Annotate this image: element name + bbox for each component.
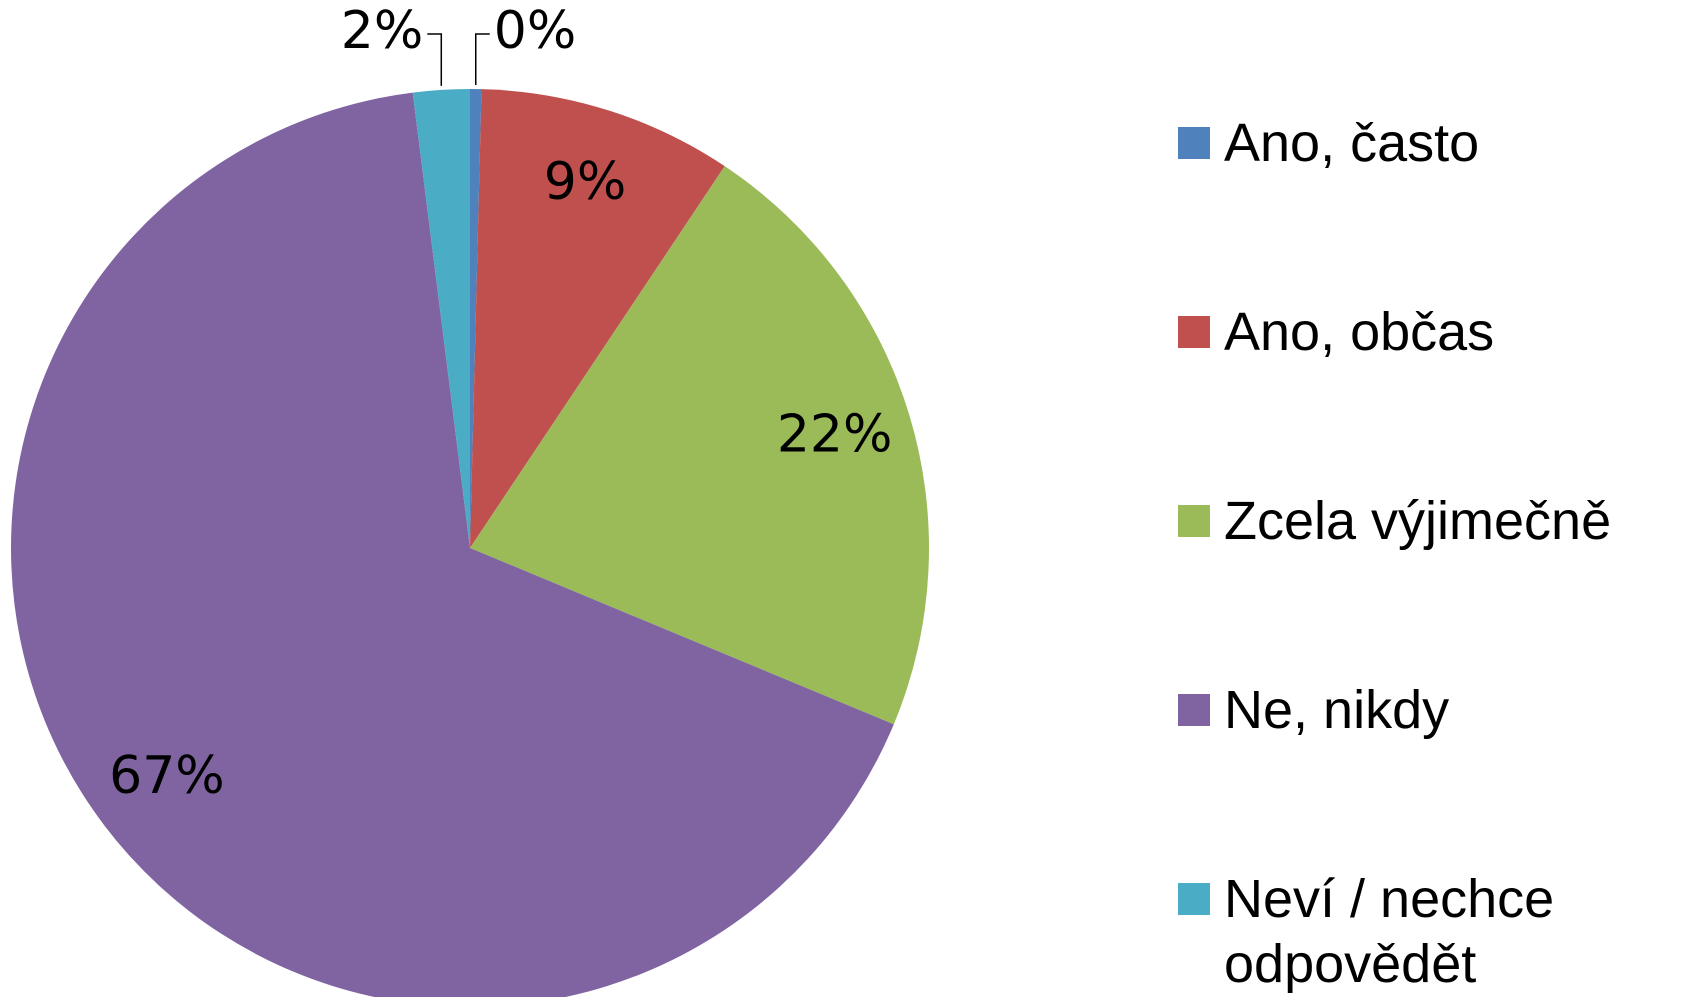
pie-slice — [11, 92, 894, 997]
leader-line — [427, 33, 443, 86]
legend-label: Ano, občas — [1224, 302, 1495, 362]
legend-label: Zcela výjimečně — [1224, 491, 1612, 551]
legend-swatch — [1178, 694, 1210, 726]
pie-slice — [470, 166, 930, 725]
legend-swatch — [1178, 505, 1210, 537]
legend-swatch — [1178, 883, 1210, 915]
legend-label: Neví / nechce odpovědět — [1224, 869, 1555, 994]
data-label: 0% — [494, 1, 577, 61]
legend-item: Ano, často — [1178, 111, 1683, 176]
data-label: 9% — [544, 152, 627, 212]
pie-slice — [412, 89, 470, 548]
data-label: 67% — [109, 746, 225, 806]
legend-label: Ne, nikdy — [1224, 680, 1450, 740]
legend-item: Ano, občas — [1178, 300, 1683, 365]
legend-label: Ano, často — [1224, 113, 1480, 173]
pie-slice — [470, 89, 482, 548]
legend-item: Zcela výjimečně — [1178, 489, 1683, 554]
data-label: 22% — [777, 405, 893, 465]
legend-item: Neví / nechce odpovědět — [1178, 867, 1683, 997]
leader-line — [474, 33, 490, 86]
legend-swatch — [1178, 316, 1210, 348]
data-label: 2% — [341, 1, 424, 61]
legend-swatch — [1178, 127, 1210, 159]
legend-item: Ne, nikdy — [1178, 678, 1683, 743]
pie-slice — [470, 89, 725, 549]
